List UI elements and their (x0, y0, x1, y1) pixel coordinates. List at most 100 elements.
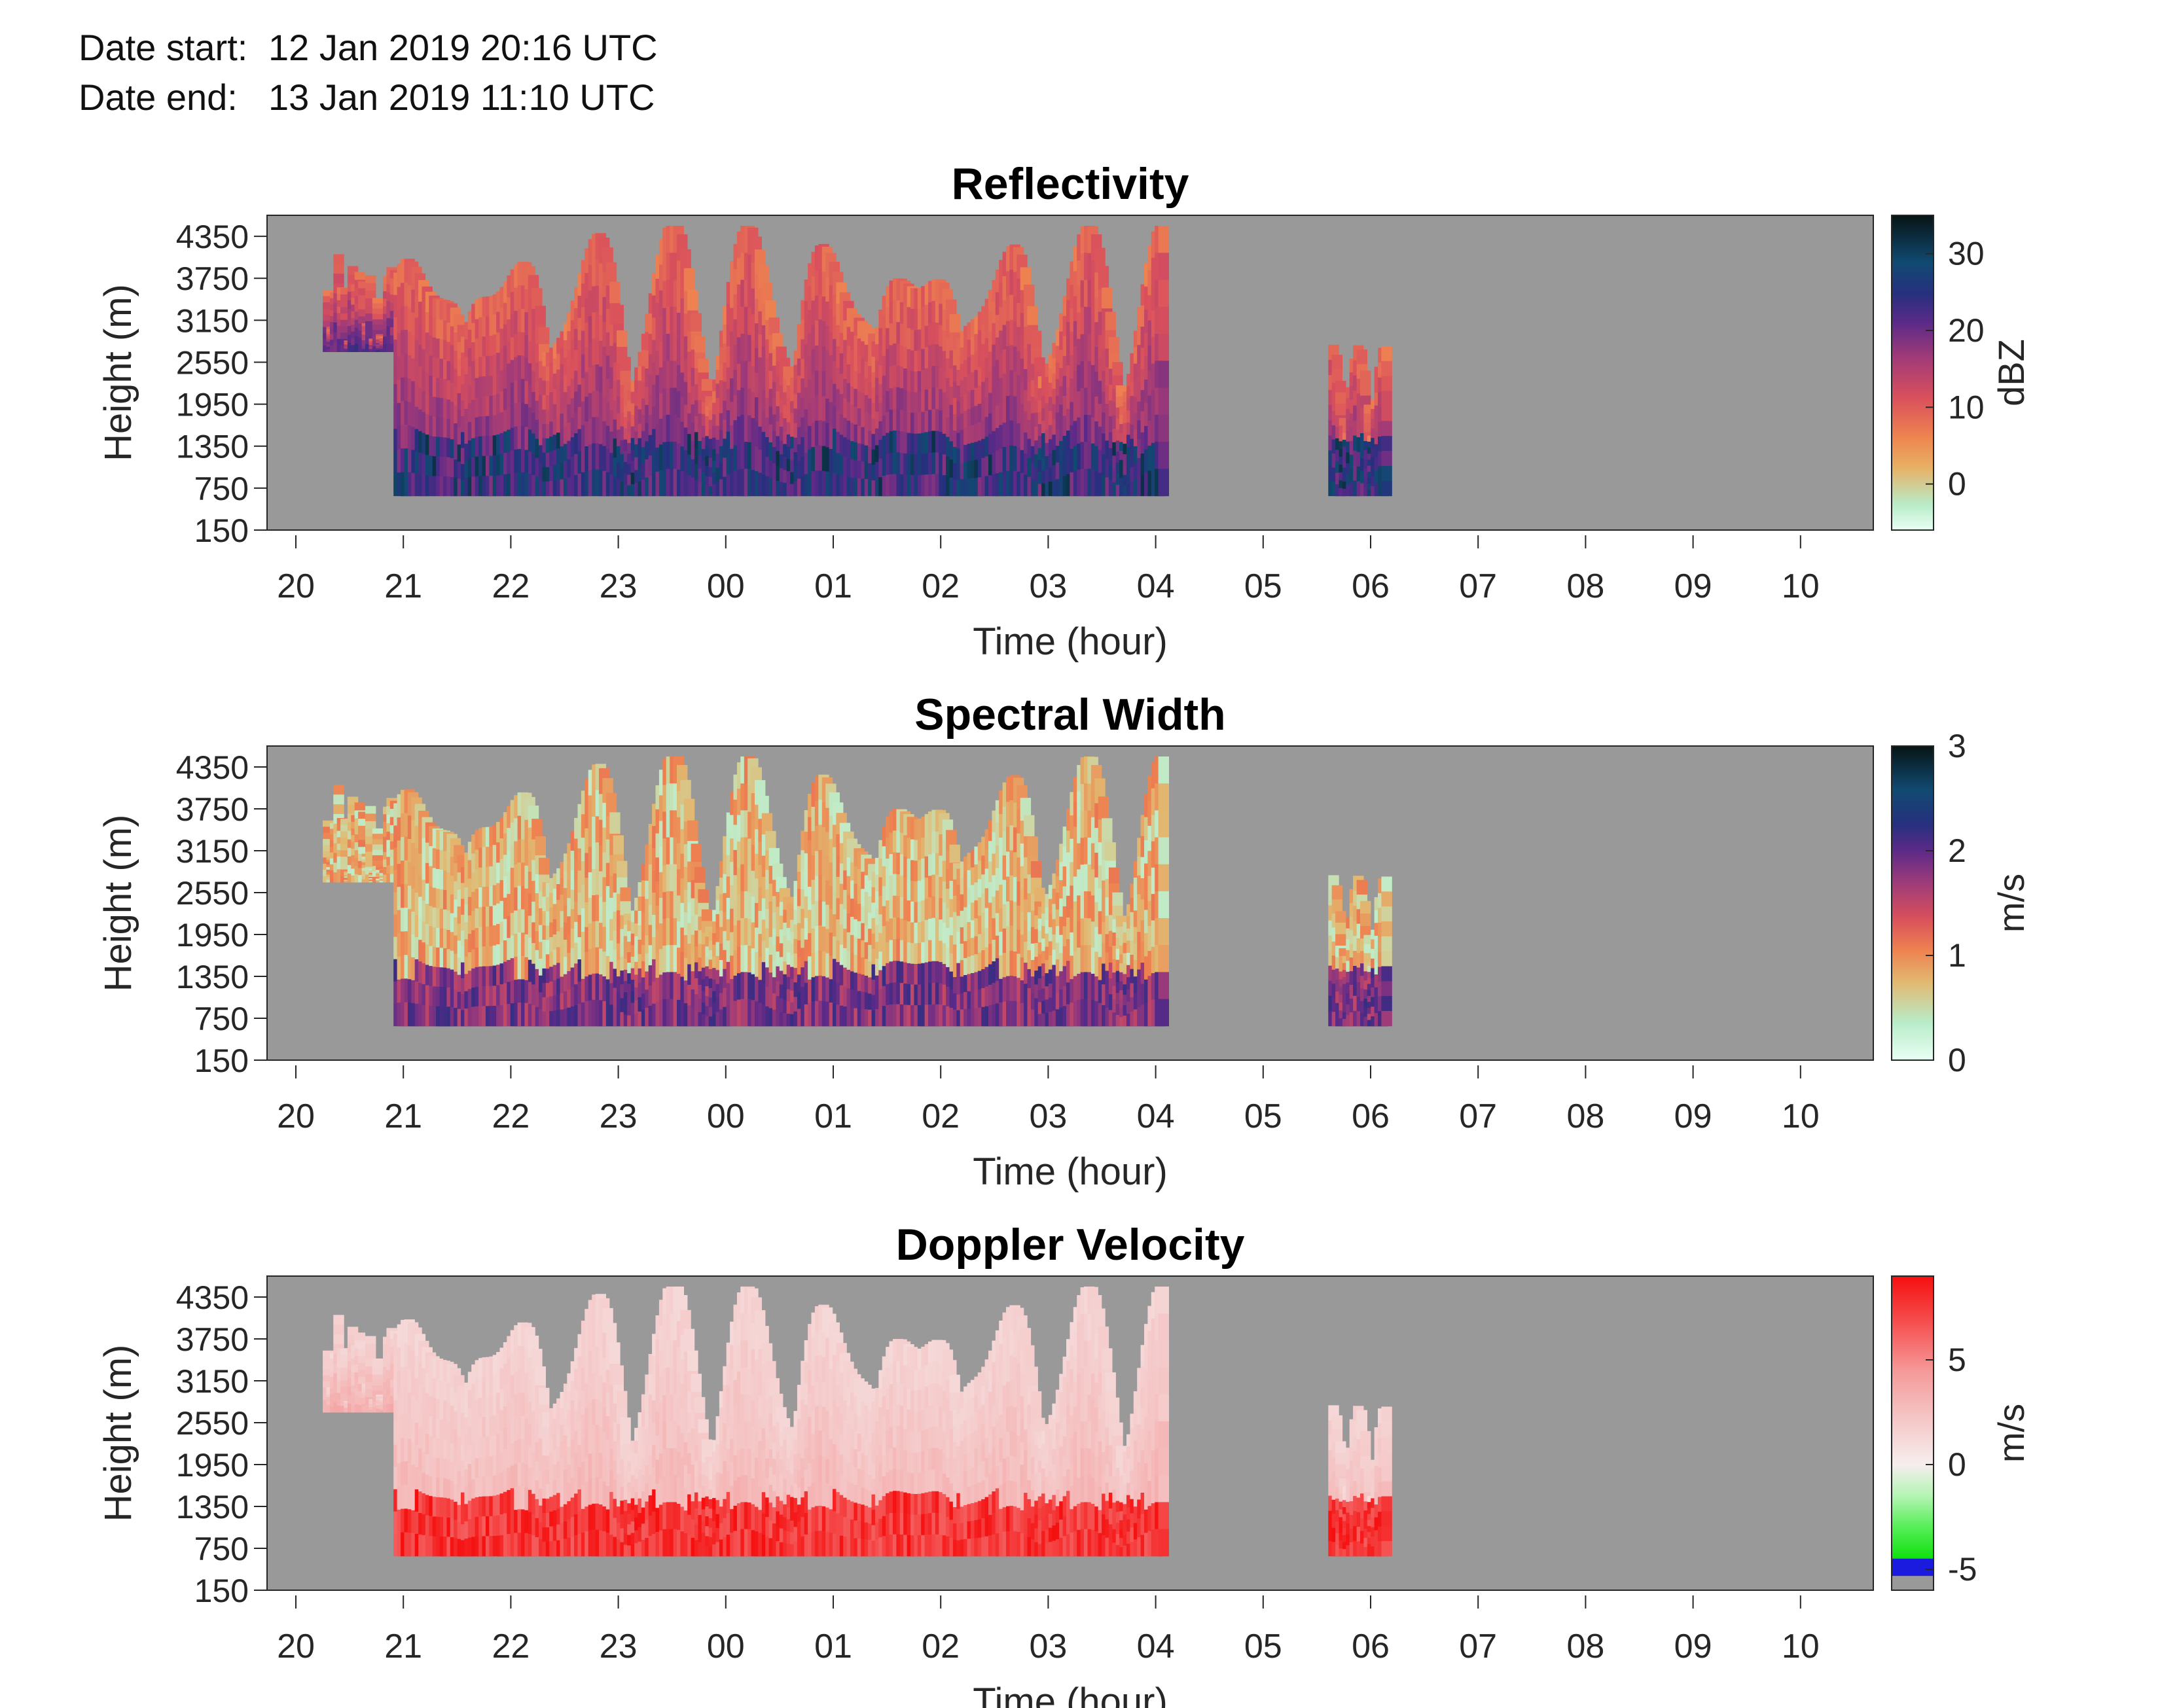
radar-cell (340, 300, 351, 308)
radar-cell (1108, 337, 1120, 353)
radar-cell (365, 275, 376, 283)
radar-cell (683, 268, 695, 292)
radar-cell (1027, 836, 1038, 856)
radar-cell (1381, 376, 1392, 392)
radar-cell (372, 828, 384, 834)
x-tick-label: 20 (277, 567, 315, 605)
radar-cell (372, 325, 384, 330)
radar-cell (1034, 887, 1045, 902)
radar-cell (1381, 451, 1392, 467)
radar-cell (620, 370, 631, 385)
radar-cell (1335, 934, 1346, 946)
radar-cell (323, 314, 334, 321)
radar-cell (323, 321, 334, 328)
date-end-label: Date end: (79, 77, 238, 118)
radar-cell (372, 313, 384, 320)
radar-cell (1356, 349, 1367, 365)
radar-cell (1158, 226, 1169, 253)
radar-cell (333, 254, 344, 264)
radar-cell (372, 319, 384, 325)
radar-cell (1158, 279, 1169, 308)
radar-cell (613, 835, 624, 855)
radar-cell (365, 806, 376, 814)
date-start-value: 12 Jan 2019 20:16 UTC (268, 27, 658, 68)
radar-cell (358, 295, 369, 303)
colorbar-tick-label: 20 (1948, 312, 1985, 349)
radar-cell (1381, 361, 1392, 377)
radar-cell (768, 847, 780, 866)
radar-cell (694, 336, 706, 353)
radar-cell (694, 866, 706, 883)
radar-cell (1024, 284, 1035, 306)
radar-cell (1158, 756, 1169, 784)
x-tick-label: 02 (922, 567, 960, 605)
radar-cell (1335, 380, 1346, 393)
radar-cell (683, 798, 695, 822)
radar-cell (1024, 815, 1035, 837)
radar-cell (765, 300, 776, 321)
x-tick-label: 03 (1029, 567, 1067, 605)
radar-cell (1360, 383, 1371, 396)
colorbar (1891, 215, 1934, 531)
radar-cell (1381, 421, 1392, 436)
radar-cell (1158, 306, 1169, 334)
radar-cell (768, 317, 780, 336)
radar-cell (1030, 330, 1042, 348)
y-tick-label: 1950 (176, 387, 249, 423)
radar-cell (949, 314, 960, 333)
radar-cell (358, 309, 369, 317)
radar-cell (687, 290, 698, 311)
radar-cell (365, 821, 376, 829)
radar-cell (1158, 253, 1169, 281)
radar-cell (1381, 346, 1392, 362)
x-tick-label: 10 (1782, 567, 1820, 605)
radar-cell (1102, 287, 1113, 309)
radar-cell (1098, 266, 1109, 289)
x-tick-label: 22 (492, 567, 530, 605)
radar-cell (1158, 972, 1169, 1000)
radar-cell (372, 844, 384, 851)
y-tick-label: 3750 (176, 260, 249, 297)
radar-cell (376, 334, 387, 336)
radar-cell (691, 313, 702, 332)
radar-cell (617, 330, 628, 347)
radar-cell (365, 813, 376, 822)
radar-cell (531, 288, 543, 310)
date-end-line: Date end: 13 Jan 2019 11:10 UTC (79, 76, 655, 118)
colorbar-tick-label: 10 (1948, 389, 1985, 425)
radar-cell (1158, 918, 1169, 946)
radar-cell (1381, 465, 1392, 482)
radar-cell (1158, 361, 1169, 389)
radar-cell (1158, 810, 1169, 838)
radar-cell (1335, 392, 1346, 404)
radar-cell (365, 283, 376, 291)
x-tick-label: 06 (1352, 567, 1390, 605)
radar-cell (1102, 818, 1113, 840)
radar-cell (323, 302, 334, 309)
radar-cell (1158, 442, 1169, 469)
radar-cell (1158, 891, 1169, 919)
radar-cell (1112, 892, 1123, 906)
date-start-line: Date start: 12 Jan 2019 20:16 UTC (79, 26, 658, 69)
radar-cell (1335, 911, 1346, 923)
radar-cell (1108, 867, 1120, 884)
radar-cell (365, 291, 376, 299)
x-tick-label: 09 (1674, 567, 1712, 605)
radar-cell (333, 794, 344, 805)
radar-cell (1360, 370, 1371, 383)
radar-cell (1158, 999, 1169, 1027)
radar-cell (1158, 414, 1169, 442)
radar-cell (1331, 355, 1343, 370)
radar-cell (609, 281, 621, 304)
radar-cell (687, 820, 698, 842)
radar-cell (765, 830, 776, 851)
radar-cell (372, 855, 384, 861)
radar-cell (333, 785, 344, 795)
radar-cell (340, 313, 351, 321)
radar-cell (354, 272, 366, 281)
radar-cell (340, 332, 351, 340)
radar-cell (620, 357, 631, 372)
radar-cell (1331, 885, 1343, 900)
radar-cell (698, 359, 709, 373)
